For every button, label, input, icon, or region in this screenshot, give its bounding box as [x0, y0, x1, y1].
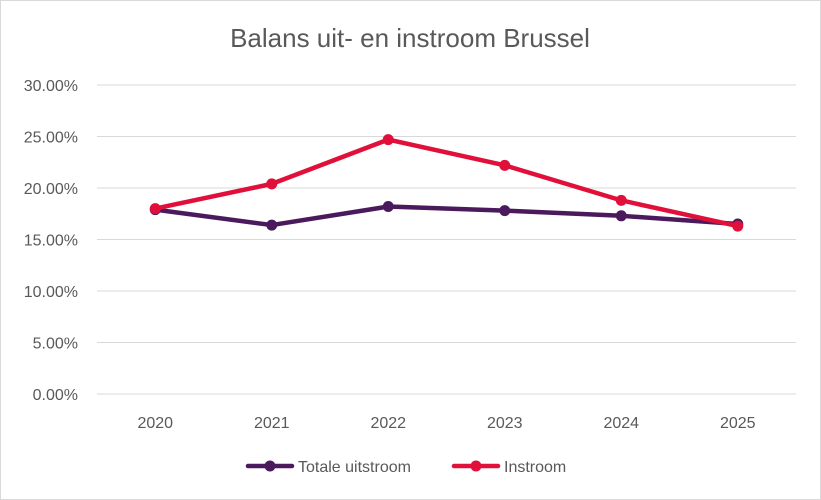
data-point — [615, 210, 627, 222]
x-tick-label: 2021 — [254, 415, 290, 432]
legend: Totale uitstroom Instroom — [245, 459, 566, 476]
x-tick-label: 2024 — [603, 415, 639, 432]
y-tick-label: 15.00% — [24, 233, 78, 250]
legend-item: Totale uitstroom — [245, 459, 411, 476]
y-axis-ticks: 0.00% 5.00% 10.00% 15.00% 20.00% 25.00% 30.00% — [24, 78, 78, 404]
x-tick-label: 2020 — [137, 415, 173, 432]
y-tick-label: 5.00% — [33, 336, 78, 353]
data-point — [382, 134, 394, 146]
legend-swatch-marker — [264, 460, 276, 472]
y-tick-label: 0.00% — [33, 387, 78, 404]
series-instroom — [149, 134, 744, 232]
series-line — [153, 204, 740, 228]
x-tick-label: 2023 — [487, 415, 523, 432]
data-point — [615, 194, 627, 206]
y-tick-label: 10.00% — [24, 284, 78, 301]
legend-swatch-marker — [470, 460, 482, 472]
legend-label: Totale uitstroom — [298, 459, 411, 476]
x-tick-label: 2022 — [370, 415, 406, 432]
chart-title: Balans uit- en instroom Brussel — [230, 23, 590, 53]
legend-label: Instroom — [504, 459, 566, 476]
series-group — [149, 134, 744, 232]
legend-item: Instroom — [451, 459, 566, 476]
data-point — [499, 159, 511, 171]
y-tick-label: 30.00% — [24, 78, 78, 95]
data-point — [499, 205, 511, 217]
x-axis-ticks: 2020 2021 2022 2023 2024 2025 — [137, 415, 755, 432]
gridlines — [97, 84, 796, 395]
data-point — [266, 178, 278, 190]
x-tick-label: 2025 — [720, 415, 756, 432]
data-point — [149, 203, 161, 215]
series-line — [153, 137, 740, 229]
data-point — [732, 220, 744, 232]
data-point — [266, 219, 278, 231]
y-tick-label: 20.00% — [24, 181, 78, 198]
data-point — [382, 201, 394, 213]
y-tick-label: 25.00% — [24, 130, 78, 147]
